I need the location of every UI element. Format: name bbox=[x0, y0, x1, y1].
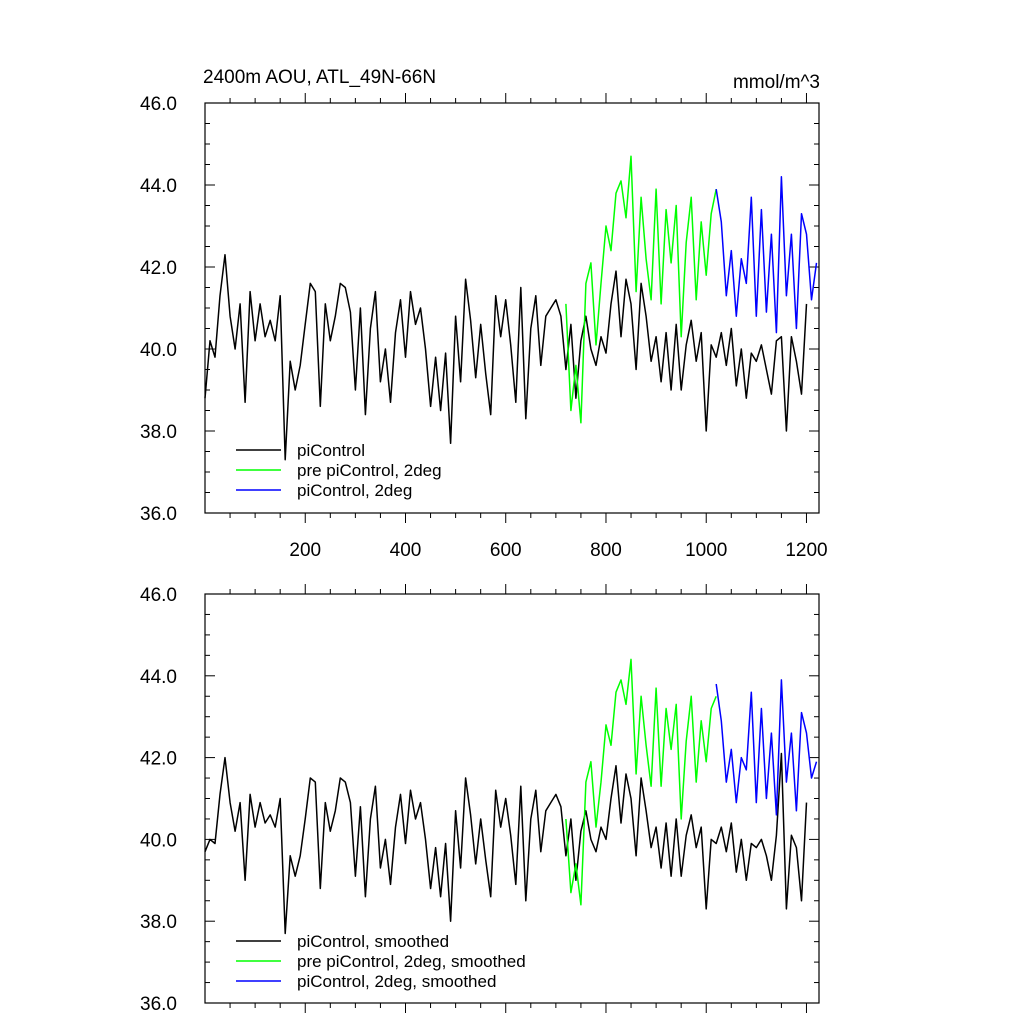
y-tick-label: 40.0 bbox=[140, 340, 177, 361]
units-label: mmol/m^3 bbox=[733, 72, 820, 93]
y-tick-label: 46.0 bbox=[140, 94, 177, 115]
y-tick-label: 36.0 bbox=[140, 504, 177, 525]
x-tick-label: 600 bbox=[490, 540, 522, 561]
series-line bbox=[204, 253, 808, 461]
y-tick-label: 44.0 bbox=[140, 176, 177, 197]
bottom-panel: 36.0 38.0 40.0 42.0 44.0 46.0 piControl, smoot… bbox=[140, 584, 820, 1015]
y-tick-label: 36.0 bbox=[140, 994, 177, 1015]
series-line bbox=[715, 176, 818, 334]
y-tick-label: 42.0 bbox=[140, 258, 177, 279]
legend-label: piControl bbox=[297, 441, 365, 460]
x-tick-label: 1000 bbox=[685, 540, 727, 561]
y-tick-label: 42.0 bbox=[140, 749, 177, 770]
series-line bbox=[565, 155, 717, 424]
x-tick-label: 1200 bbox=[785, 540, 827, 561]
legend-label: pre piControl, 2deg bbox=[297, 461, 442, 480]
series-line bbox=[204, 752, 808, 935]
y-tick-label: 44.0 bbox=[140, 667, 177, 688]
x-tick-label: 400 bbox=[390, 540, 422, 561]
legend-label: pre piControl, 2deg, smoothed bbox=[297, 952, 526, 971]
x-tick-label: 200 bbox=[289, 540, 321, 561]
top-panel: 36.0 38.0 40.0 42.0 44.0 46.0 200 400 600 800 1000… bbox=[140, 93, 828, 561]
series-line bbox=[715, 679, 818, 816]
series-line bbox=[565, 658, 717, 906]
figure-title: 2400m AOU, ATL_49N-66N bbox=[203, 67, 436, 88]
y-tick-label: 38.0 bbox=[140, 912, 177, 933]
legend-label: piControl, 2deg, smoothed bbox=[297, 972, 496, 991]
y-tick-label: 46.0 bbox=[140, 585, 177, 606]
x-tick-label: 800 bbox=[590, 540, 622, 561]
y-tick-label: 40.0 bbox=[140, 830, 177, 851]
y-tick-label: 38.0 bbox=[140, 422, 177, 443]
legend-label: piControl, 2deg bbox=[297, 481, 412, 500]
legend-label: piControl, smoothed bbox=[297, 932, 449, 951]
